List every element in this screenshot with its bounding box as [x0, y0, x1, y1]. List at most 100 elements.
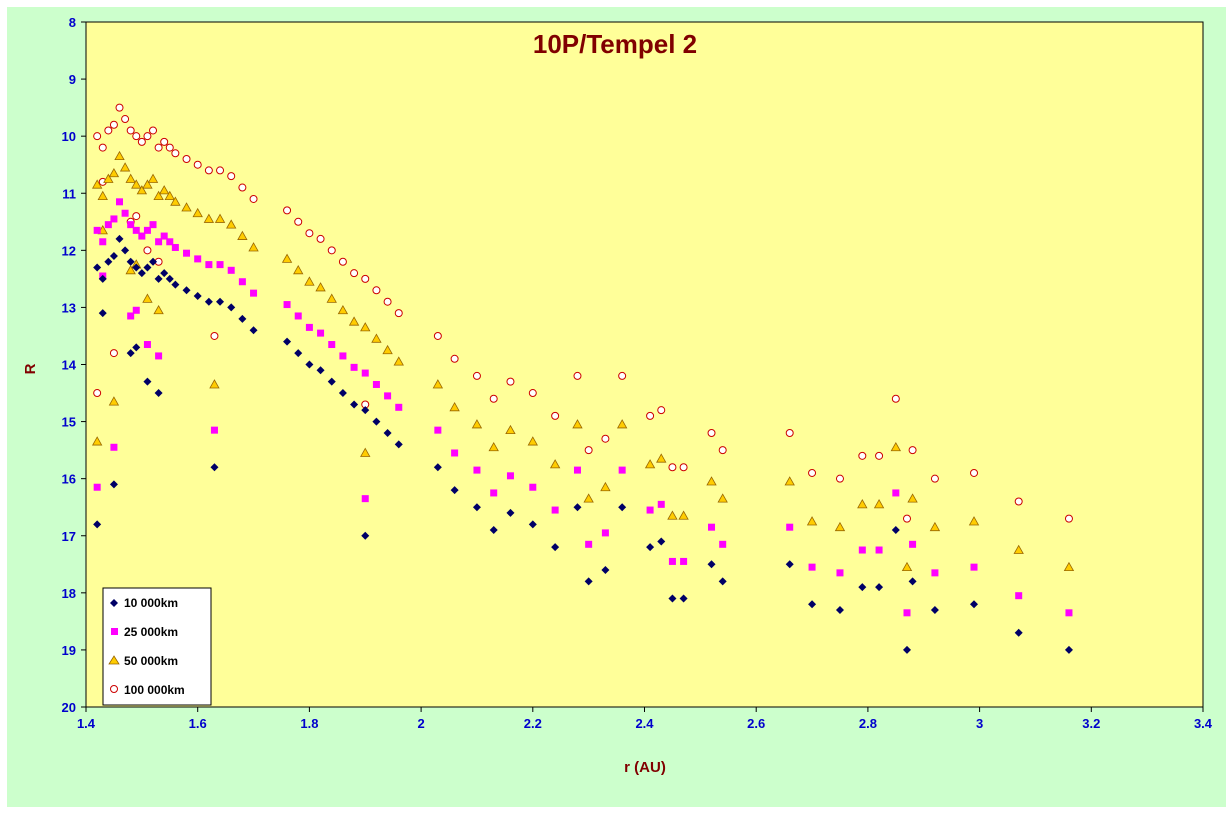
point-100000km — [361, 274, 370, 283]
point-100000km — [433, 331, 442, 340]
point-50000km — [890, 441, 902, 452]
point-50000km — [293, 264, 304, 275]
point-50000km — [432, 379, 444, 389]
point-10000km — [132, 343, 141, 352]
point-25000km — [104, 221, 112, 229]
point-100000km — [573, 371, 582, 380]
point-10000km — [137, 269, 146, 278]
point-10000km — [93, 263, 102, 272]
point-100000km — [528, 389, 537, 398]
point-50000km — [226, 219, 237, 229]
point-50000km — [600, 481, 611, 492]
point-25000km — [339, 352, 347, 360]
point-50000km — [505, 424, 516, 435]
point-10000km — [238, 314, 247, 323]
point-10000km — [930, 605, 939, 614]
point-100000km — [646, 411, 655, 420]
point-50000km — [91, 436, 103, 446]
point-10000km — [316, 366, 325, 375]
point-100000km — [98, 143, 107, 152]
x-tick-label: 1.8 — [300, 716, 318, 731]
point-25000km — [1015, 592, 1023, 600]
point-10000km — [551, 543, 560, 552]
point-10000km — [104, 257, 113, 266]
legend-label: 25 000km — [124, 625, 178, 639]
x-tick-label: 2.6 — [747, 716, 765, 731]
point-25000km — [238, 278, 246, 286]
point-50000km — [192, 207, 203, 218]
y-tick-label: 15 — [62, 415, 76, 430]
x-tick-label: 2.8 — [859, 716, 877, 731]
y-tick-label: 9 — [69, 72, 76, 87]
point-10000km — [573, 503, 582, 512]
point-25000km — [395, 403, 403, 411]
x-tick-label: 1.4 — [77, 716, 96, 731]
point-100000km — [327, 246, 336, 255]
point-100000km — [154, 143, 163, 152]
point-100000km — [657, 406, 666, 415]
point-10000km — [115, 234, 124, 243]
point-100000km — [785, 429, 794, 437]
y-tick-label: 8 — [69, 15, 76, 30]
point-25000km — [93, 483, 101, 491]
point-25000km — [171, 243, 179, 251]
point-10000km — [808, 600, 817, 609]
point-100000km — [908, 446, 917, 455]
point-10000km — [584, 577, 593, 586]
x-tick-label: 3.4 — [1194, 716, 1213, 731]
point-25000km — [892, 489, 900, 497]
point-10000km — [1014, 628, 1023, 637]
plot-area — [85, 21, 1204, 708]
point-50000km — [153, 304, 164, 315]
point-10000km — [679, 594, 688, 603]
point-25000km — [836, 569, 844, 577]
point-25000km — [473, 466, 481, 474]
point-10000km — [132, 263, 141, 272]
point-100000km — [350, 269, 359, 278]
y-tick-label: 12 — [62, 243, 76, 258]
point-10000km — [902, 645, 911, 654]
point-10000km — [372, 417, 381, 426]
point-25000km — [127, 312, 135, 320]
point-10000km — [143, 263, 152, 272]
point-25000km — [110, 443, 118, 451]
point-50000km — [164, 190, 175, 201]
point-50000km — [142, 179, 153, 189]
point-25000km — [227, 266, 235, 274]
chart-area: 1.4 1.6 1.8 2 2.2 2.4 2.6 2.8 3 3.2 3.4 8 9 10 11 12 13 1… — [7, 7, 1226, 807]
point-25000km — [668, 557, 676, 565]
point-50000km — [1013, 544, 1024, 554]
point-50000km — [103, 173, 114, 183]
point-25000km — [99, 238, 107, 246]
y-tick-label: 10 — [62, 129, 76, 144]
point-100000km — [115, 103, 124, 112]
point-10000km — [182, 286, 191, 295]
point-10000km — [204, 297, 213, 306]
point-100000km — [149, 126, 158, 135]
point-25000km — [216, 261, 224, 269]
point-25000km — [127, 221, 135, 229]
point-50000km — [667, 510, 678, 520]
point-50000km — [248, 242, 259, 252]
point-50000km — [488, 441, 499, 452]
point-10000km — [394, 440, 403, 449]
point-50000km — [873, 499, 885, 509]
point-100000km — [875, 451, 884, 460]
point-25000km — [116, 198, 124, 206]
point-100000km — [109, 349, 118, 358]
point-25000km — [680, 557, 688, 565]
point-50000km — [907, 493, 918, 503]
point-50000km — [929, 521, 941, 532]
point-25000km — [132, 306, 140, 314]
point-50000km — [97, 190, 108, 201]
point-25000km — [294, 312, 302, 320]
point-10000km — [858, 583, 867, 592]
point-25000km — [490, 489, 498, 497]
point-50000km — [678, 510, 689, 520]
point-10000km — [618, 503, 627, 512]
point-100000km — [902, 514, 911, 523]
point-50000km — [471, 419, 483, 429]
point-100000km — [618, 371, 627, 380]
point-50000km — [114, 150, 125, 161]
point-10000km — [472, 503, 481, 512]
